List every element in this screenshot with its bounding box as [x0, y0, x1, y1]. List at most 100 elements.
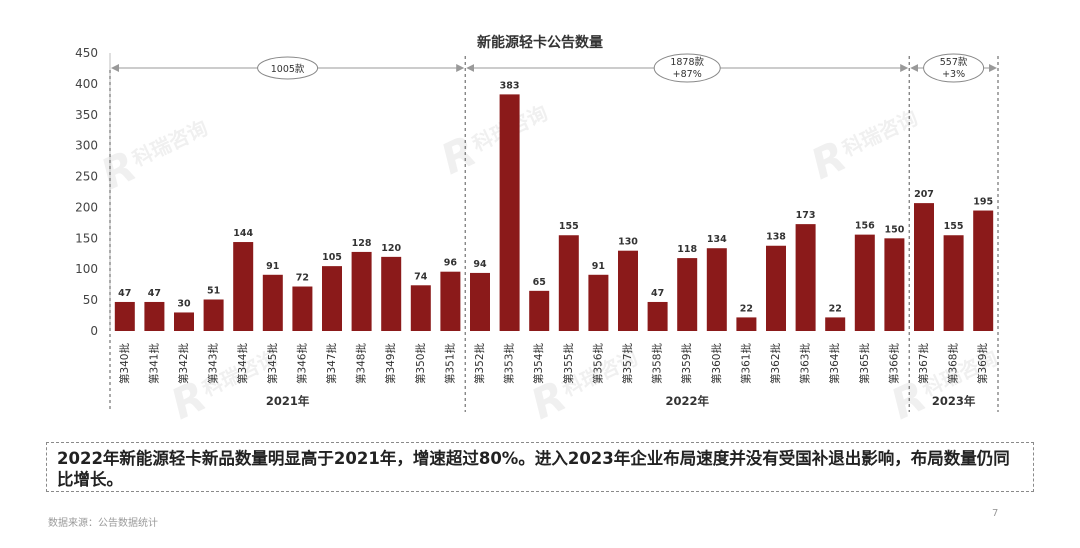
- x-tick-label: 第352批: [473, 343, 486, 385]
- bar-value-label: 383: [500, 80, 520, 91]
- bar: [795, 224, 816, 331]
- group-total-ellipse: [653, 53, 721, 83]
- bar-value-label: 130: [618, 237, 638, 248]
- bar: [706, 248, 727, 331]
- x-tick-label: 第342批: [177, 343, 190, 385]
- group-total-ellipse: [923, 53, 985, 83]
- x-tick-label: 第368批: [947, 343, 960, 385]
- x-tick-label: 第351批: [443, 343, 456, 385]
- bar-value-label: 150: [884, 224, 904, 235]
- x-tick-label: 第343批: [207, 343, 220, 385]
- y-tick-label: 250: [75, 170, 98, 184]
- bar: [174, 312, 194, 331]
- bar-value-label: 138: [766, 232, 786, 243]
- bar: [262, 274, 283, 331]
- bar-value-label: 22: [740, 303, 753, 314]
- group-growth-label: +87%: [673, 69, 702, 80]
- bar-chart: R科瑞咨询R科瑞咨询R科瑞咨询R科瑞咨询R科瑞咨询R科瑞咨询 新能源轻卡公告数量…: [75, 34, 1001, 429]
- bar: [943, 235, 964, 331]
- summary-box: 2022年新能源轻卡新品数量明显高于2021年，增速超过80%。进入2023年企…: [46, 442, 1034, 492]
- x-tick-label: 第353批: [503, 343, 516, 385]
- y-tick-label: 350: [75, 108, 98, 122]
- group-growth-label: +3%: [942, 69, 965, 80]
- x-tick-label: 第350批: [414, 343, 427, 385]
- year-groups: 1005款 2021年 1878款+87% 2022年 557款+3% 2023年: [109, 53, 999, 412]
- x-axis-labels: 第340批 第341批 第342批 第343批 第344批 第345批 第346批 第347批…: [118, 343, 989, 385]
- bar-value-label: 120: [381, 243, 401, 254]
- bar-value-label: 47: [148, 288, 161, 299]
- bar: [647, 301, 668, 331]
- data-source: 数据来源：公告数据统计: [48, 518, 158, 529]
- group-total-label: 557款: [940, 56, 968, 68]
- bar: [677, 258, 698, 331]
- x-tick-label: 第341批: [147, 343, 160, 385]
- bar: [588, 274, 609, 331]
- group-year-label: 2021年: [266, 394, 310, 408]
- bar-value-label: 134: [707, 234, 727, 245]
- bar: [558, 235, 579, 331]
- bar: [351, 251, 372, 331]
- summary-text: 2022年新能源轻卡新品数量明显高于2021年，增速超过80%。进入2023年企…: [57, 449, 1010, 489]
- bar: [144, 301, 165, 331]
- group-total-ellipse: [257, 56, 319, 80]
- x-tick-label: 第344批: [236, 343, 249, 385]
- y-tick-label: 400: [75, 77, 98, 91]
- bar: [470, 272, 490, 331]
- group-year-label: 2023年: [932, 394, 976, 408]
- x-tick-label: 第364批: [828, 343, 841, 385]
- bar-value-label: 74: [414, 271, 428, 282]
- bar: [529, 290, 550, 331]
- bar-value-label: 96: [444, 258, 458, 269]
- bar: [292, 286, 313, 331]
- y-tick-label: 200: [75, 200, 98, 214]
- bar-value-label: 195: [973, 197, 993, 208]
- bar: [854, 234, 875, 331]
- x-tick-label: 第365批: [858, 343, 871, 385]
- bar: [233, 242, 254, 331]
- x-tick-label: 第354批: [532, 343, 545, 385]
- x-tick-label: 第347批: [325, 343, 338, 385]
- bar-value-label: 30: [177, 298, 191, 309]
- bar-value-label: 118: [677, 244, 697, 255]
- bar: [381, 256, 402, 331]
- bar: [736, 317, 757, 331]
- bar-value-label: 155: [944, 221, 964, 232]
- bar: [114, 301, 135, 331]
- bar: [203, 299, 224, 331]
- bar-value-label: 91: [592, 261, 605, 272]
- bar-value-label: 22: [829, 303, 842, 314]
- y-tick-label: 100: [75, 262, 98, 276]
- bar-value-label: 91: [266, 261, 279, 272]
- bar: [440, 271, 461, 331]
- bar-value-label: 105: [322, 252, 342, 263]
- x-tick-label: 第345批: [266, 343, 279, 385]
- bar: [973, 210, 994, 331]
- bar: [410, 285, 431, 331]
- x-tick-label: 第355批: [562, 343, 575, 385]
- x-tick-label: 第363批: [799, 343, 812, 385]
- bar-value-label: 156: [855, 221, 875, 232]
- bar-value-label: 51: [207, 285, 220, 296]
- watermark-text: 科瑞咨询: [129, 116, 212, 172]
- bar-value-label: 47: [118, 288, 131, 299]
- bar-value-label: 207: [914, 189, 934, 200]
- x-tick-label: 第358批: [651, 343, 664, 385]
- x-tick-label: 第346批: [295, 343, 308, 385]
- x-tick-label: 第360批: [710, 343, 723, 385]
- y-axis: 0 50 100 150 200 250 300 350 400 450: [75, 46, 111, 338]
- y-tick-label: 0: [90, 324, 98, 338]
- x-tick-label: 第359批: [680, 343, 693, 385]
- bar: [825, 317, 846, 331]
- bar-value-label: 144: [233, 228, 253, 239]
- group-total-label: 1005款: [271, 63, 305, 75]
- x-tick-label: 第361批: [739, 343, 752, 385]
- bar-value-label: 47: [651, 288, 664, 299]
- group-total-label: 1878款: [670, 56, 704, 68]
- bar-value-label: 128: [352, 238, 372, 249]
- x-tick-label: 第357批: [621, 343, 634, 385]
- bar: [499, 94, 520, 331]
- page-number: 7: [992, 508, 999, 519]
- bar-value-label: 72: [296, 273, 309, 284]
